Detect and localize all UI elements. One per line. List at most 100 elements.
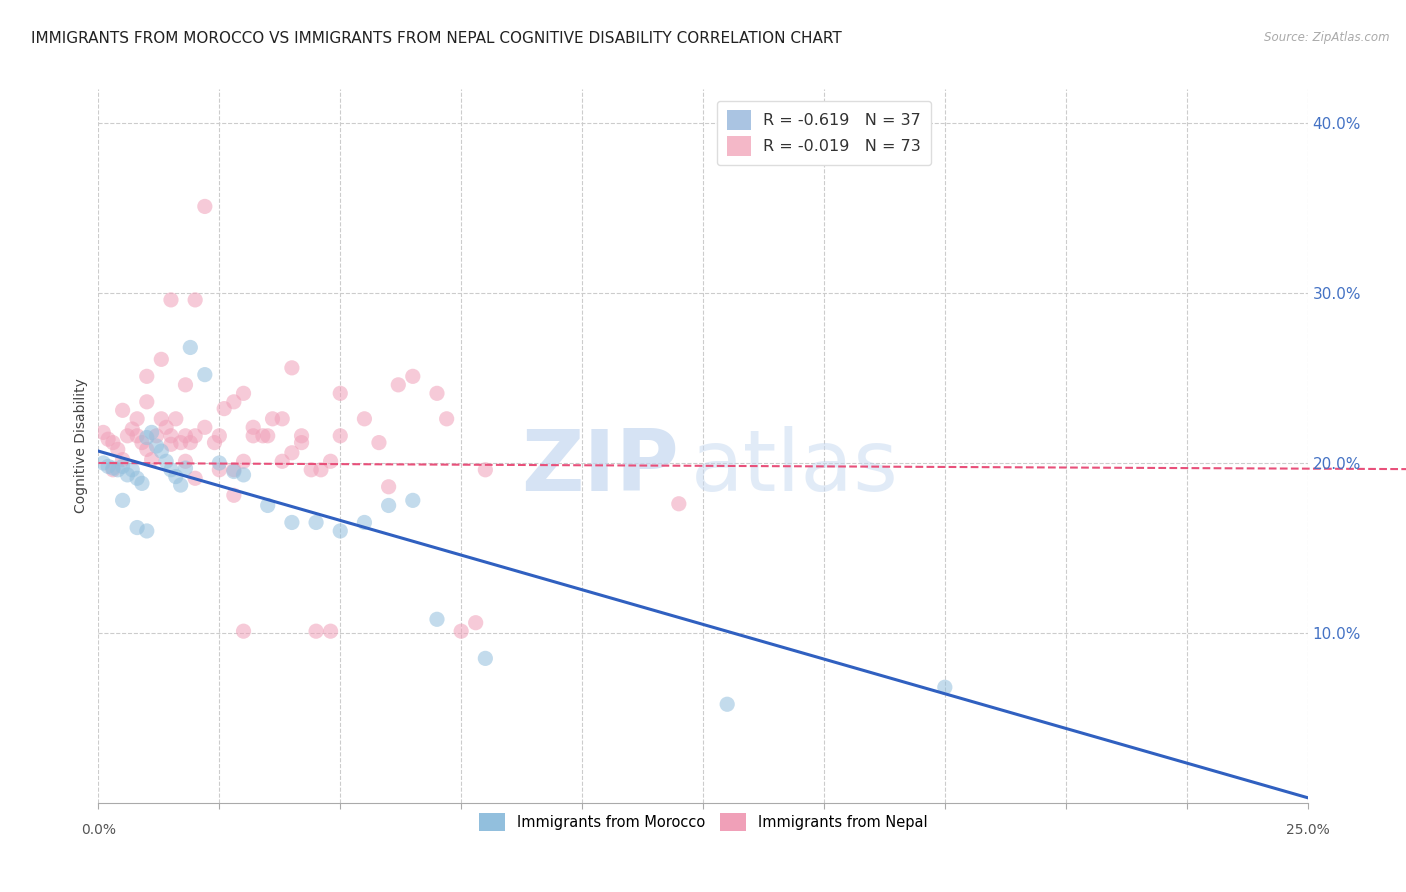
Point [204,435,226,450]
Point [91,425,114,440]
Text: IMMIGRANTS FROM MOROCCO VS IMMIGRANTS FROM NEPAL COGNITIVE DISABILITY CORRELATIO: IMMIGRANTS FROM MOROCCO VS IMMIGRANTS FR… [31,31,842,46]
Point [127,412,149,426]
Point [208,456,231,470]
Point [290,429,312,443]
Point [160,463,183,477]
Point [256,499,278,513]
Point [353,516,375,530]
Point [184,293,207,307]
Point [474,463,496,477]
Text: atlas: atlas [690,425,898,509]
Point [174,461,197,475]
Point [141,425,163,440]
Point [232,467,254,482]
Point [281,360,304,375]
Point [222,394,245,409]
Point [101,461,124,475]
Point [377,499,399,513]
Point [319,454,342,468]
Point [141,452,163,467]
Point [101,435,124,450]
Point [165,469,187,483]
Point [252,429,274,443]
Point [150,412,173,426]
Point [716,698,738,712]
Point [232,386,254,401]
Point [668,497,690,511]
Point [131,435,153,450]
Point [174,454,197,468]
Point [281,516,304,530]
Point [127,471,149,485]
Point [194,420,217,434]
Point [117,429,139,443]
Point [436,412,458,426]
Point [127,520,149,534]
Y-axis label: Cognitive Disability: Cognitive Disability [75,378,89,514]
Point [222,463,245,477]
Point [160,293,183,307]
Point [169,478,191,492]
Point [222,488,245,502]
Point [934,680,956,694]
Point [107,442,129,457]
Point [174,377,197,392]
Point [135,394,157,409]
Point [319,624,342,639]
Point [135,369,157,384]
Point [117,467,139,482]
Point [150,444,173,458]
Point [426,612,449,626]
Point [262,412,284,426]
Point [208,463,231,477]
Point [232,454,254,468]
Point [174,429,197,443]
Point [242,420,264,434]
Point [111,459,134,474]
Point [329,524,352,538]
Point [135,524,157,538]
Point [305,624,328,639]
Point [91,456,114,470]
Point [353,412,375,426]
Point [290,435,312,450]
Point [309,463,332,477]
Point [194,368,217,382]
Point [402,493,425,508]
Text: ZIP: ZIP [522,425,679,509]
Point [179,341,201,355]
Point [208,429,231,443]
Point [329,386,352,401]
Point [135,442,157,457]
Point [426,386,449,401]
Legend: Immigrants from Morocco, Immigrants from Nepal: Immigrants from Morocco, Immigrants from… [471,806,935,838]
Point [256,429,278,443]
Point [222,465,245,479]
Point [160,429,183,443]
Point [377,480,399,494]
Point [464,615,486,630]
Point [135,430,157,444]
Point [107,463,129,477]
Point [271,412,294,426]
Point [299,463,322,477]
Point [402,369,425,384]
Point [281,446,304,460]
Point [111,493,134,508]
Point [232,624,254,639]
Point [155,454,177,468]
Point [194,199,217,213]
Point [121,463,143,477]
Point [127,429,149,443]
Point [101,463,124,477]
Point [155,420,177,434]
Point [145,429,167,443]
Point [150,352,173,367]
Point [474,651,496,665]
Point [145,439,167,453]
Point [131,476,153,491]
Point [111,452,134,467]
Text: 25.0%: 25.0% [1285,822,1330,837]
Point [97,432,120,446]
Point [165,412,187,426]
